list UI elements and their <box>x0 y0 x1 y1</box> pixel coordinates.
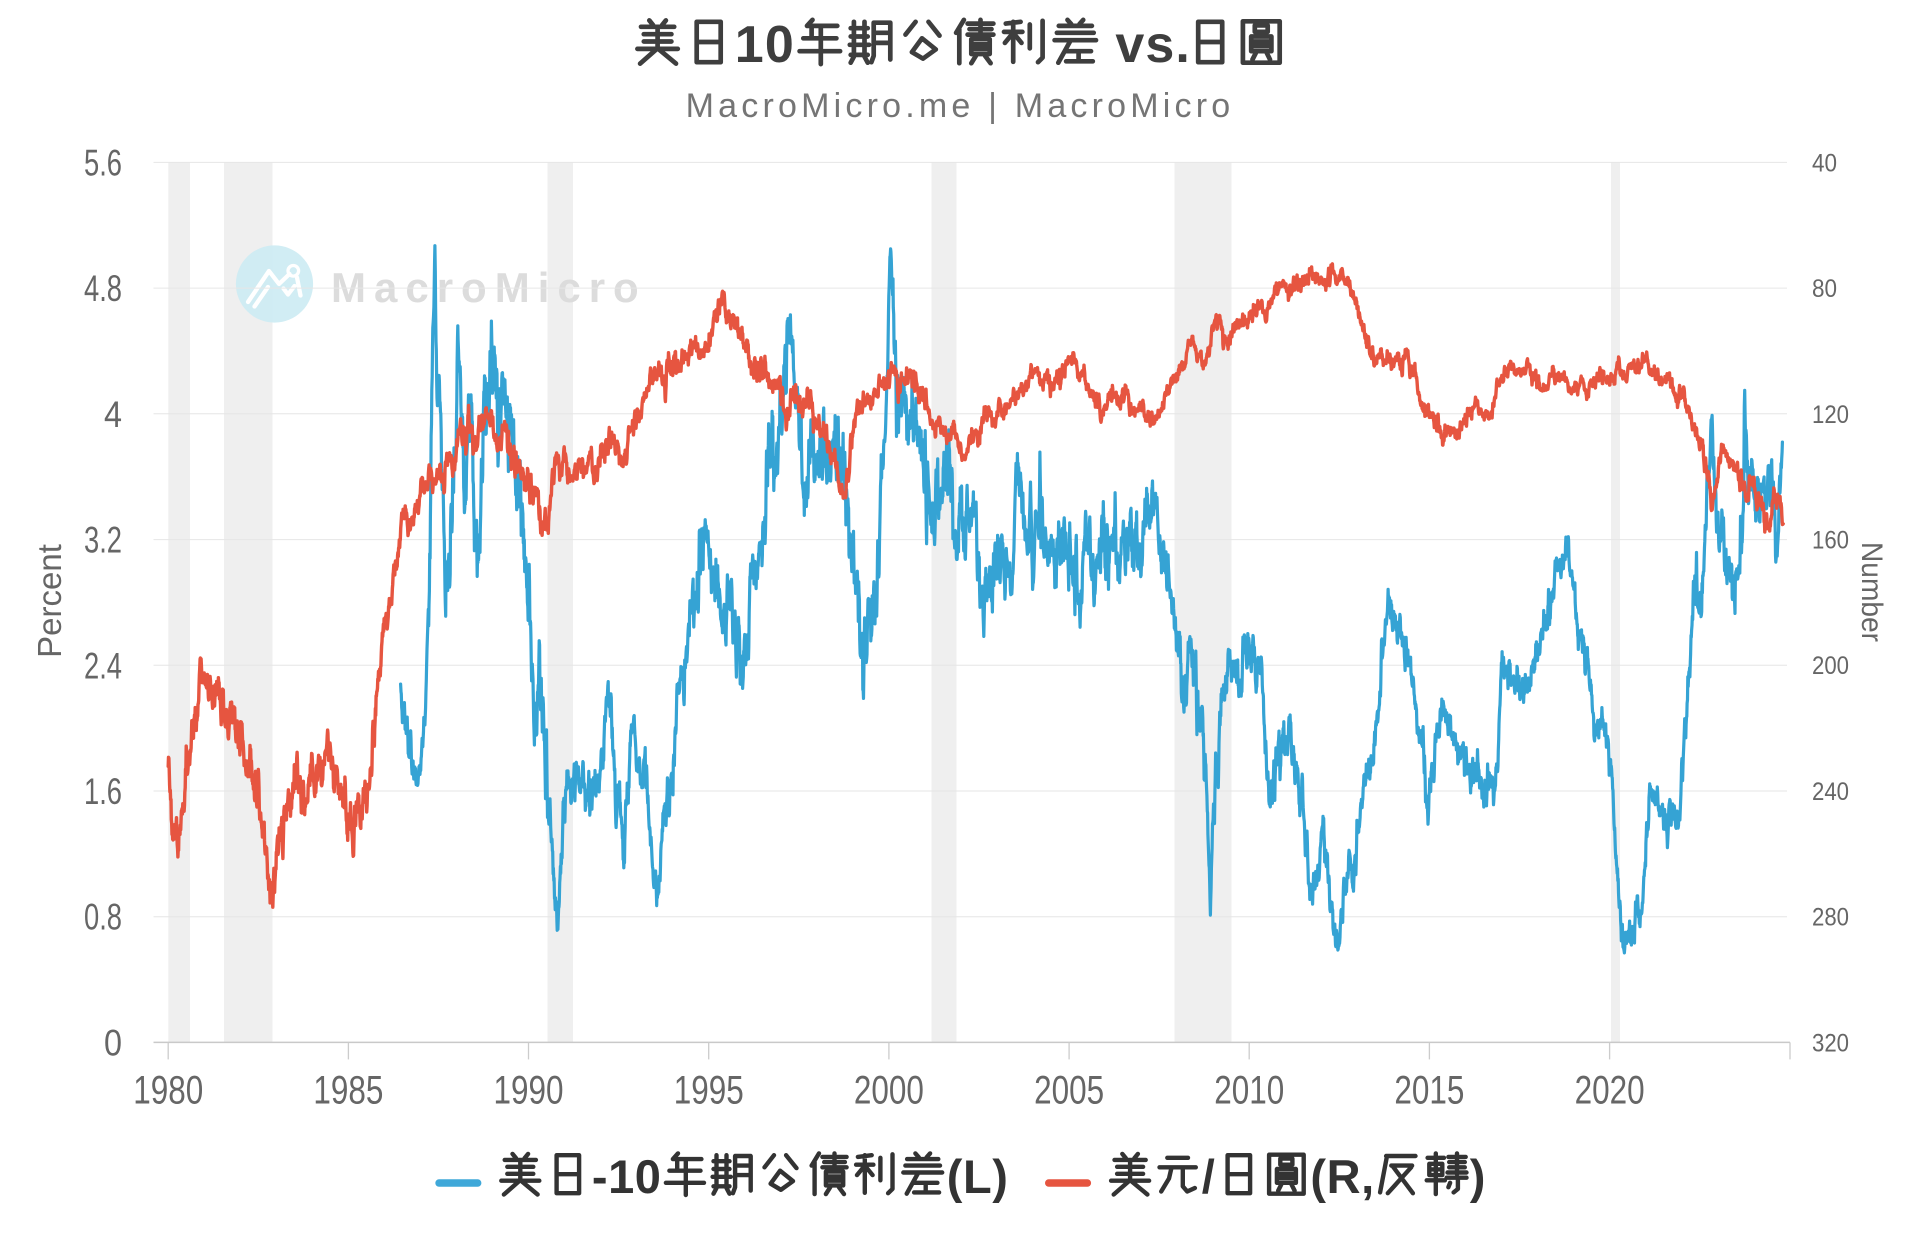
svg-text:10: 10 <box>735 16 795 74</box>
svg-text:1995: 1995 <box>674 1069 744 1113</box>
svg-text:): ) <box>1470 1150 1486 1203</box>
svg-text:1990: 1990 <box>494 1069 564 1113</box>
svg-text:200: 200 <box>1812 652 1849 680</box>
svg-text:(L): (L) <box>947 1150 1009 1203</box>
svg-text:4.8: 4.8 <box>84 268 122 309</box>
svg-text:-10: -10 <box>592 1150 662 1203</box>
svg-text:160: 160 <box>1812 527 1849 555</box>
svg-text:0.8: 0.8 <box>84 897 122 938</box>
svg-text:2000: 2000 <box>854 1069 924 1113</box>
svg-text:5.6: 5.6 <box>84 142 122 183</box>
svg-text:2005: 2005 <box>1034 1069 1104 1113</box>
svg-text:Percent: Percent <box>31 544 68 658</box>
svg-text:4: 4 <box>104 394 122 435</box>
svg-text:2020: 2020 <box>1575 1069 1645 1113</box>
svg-text:240: 240 <box>1812 778 1849 806</box>
svg-text:Number: Number <box>1855 542 1888 642</box>
svg-text:MacroMicro: MacroMicro <box>331 264 647 311</box>
svg-text:1985: 1985 <box>313 1069 383 1113</box>
svg-text:280: 280 <box>1812 904 1849 932</box>
svg-text:320: 320 <box>1812 1029 1849 1057</box>
svg-text:1.6: 1.6 <box>84 771 122 812</box>
svg-text:40: 40 <box>1812 149 1837 177</box>
svg-text:2.4: 2.4 <box>84 645 122 686</box>
svg-text:2010: 2010 <box>1214 1069 1284 1113</box>
svg-text:2015: 2015 <box>1394 1069 1464 1113</box>
svg-text:vs.: vs. <box>1115 16 1191 74</box>
svg-text:3.2: 3.2 <box>84 520 122 561</box>
svg-text:0: 0 <box>104 1022 122 1063</box>
svg-text:MacroMicro.me | MacroMicro: MacroMicro.me | MacroMicro <box>686 87 1235 125</box>
svg-text:1980: 1980 <box>133 1069 203 1113</box>
svg-text:80: 80 <box>1812 275 1837 303</box>
svg-text:(R,: (R, <box>1310 1150 1374 1203</box>
svg-text:120: 120 <box>1812 401 1849 429</box>
svg-text:/: / <box>1202 1150 1216 1203</box>
